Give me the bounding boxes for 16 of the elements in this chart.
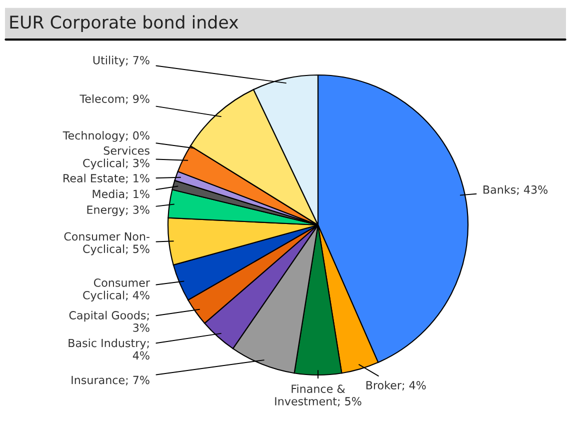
slice-label: Banks; 43%	[484, 185, 548, 195]
slice-label: Capital Goods; 3%	[69, 310, 150, 332]
chart-title: EUR Corporate bond index	[10, 15, 238, 32]
legend-label: Services Cyclical; 3%	[83, 146, 150, 170]
slice-label: Utility; 7%	[93, 56, 150, 67]
slice-label: Consumer Non- Cyclical; 5%	[64, 232, 150, 256]
slice-label: Insurance; 7%	[72, 376, 150, 386]
slice-label: Basic Industry; 4%	[68, 338, 150, 360]
slice-label: Broker; 4%	[366, 380, 426, 391]
slice-label: Consumer Cyclical; 4%	[83, 278, 150, 302]
slice-label: Real Estate; 1%	[64, 174, 150, 184]
slice-label: Energy; 3%	[87, 205, 150, 216]
slice-label: Telecom; 9%	[80, 94, 150, 104]
category-label: Technology; 0%	[62, 131, 150, 142]
slice-label: Media; 1%	[92, 190, 150, 200]
slice-label: Finance & Investment; 5%	[275, 384, 362, 407]
